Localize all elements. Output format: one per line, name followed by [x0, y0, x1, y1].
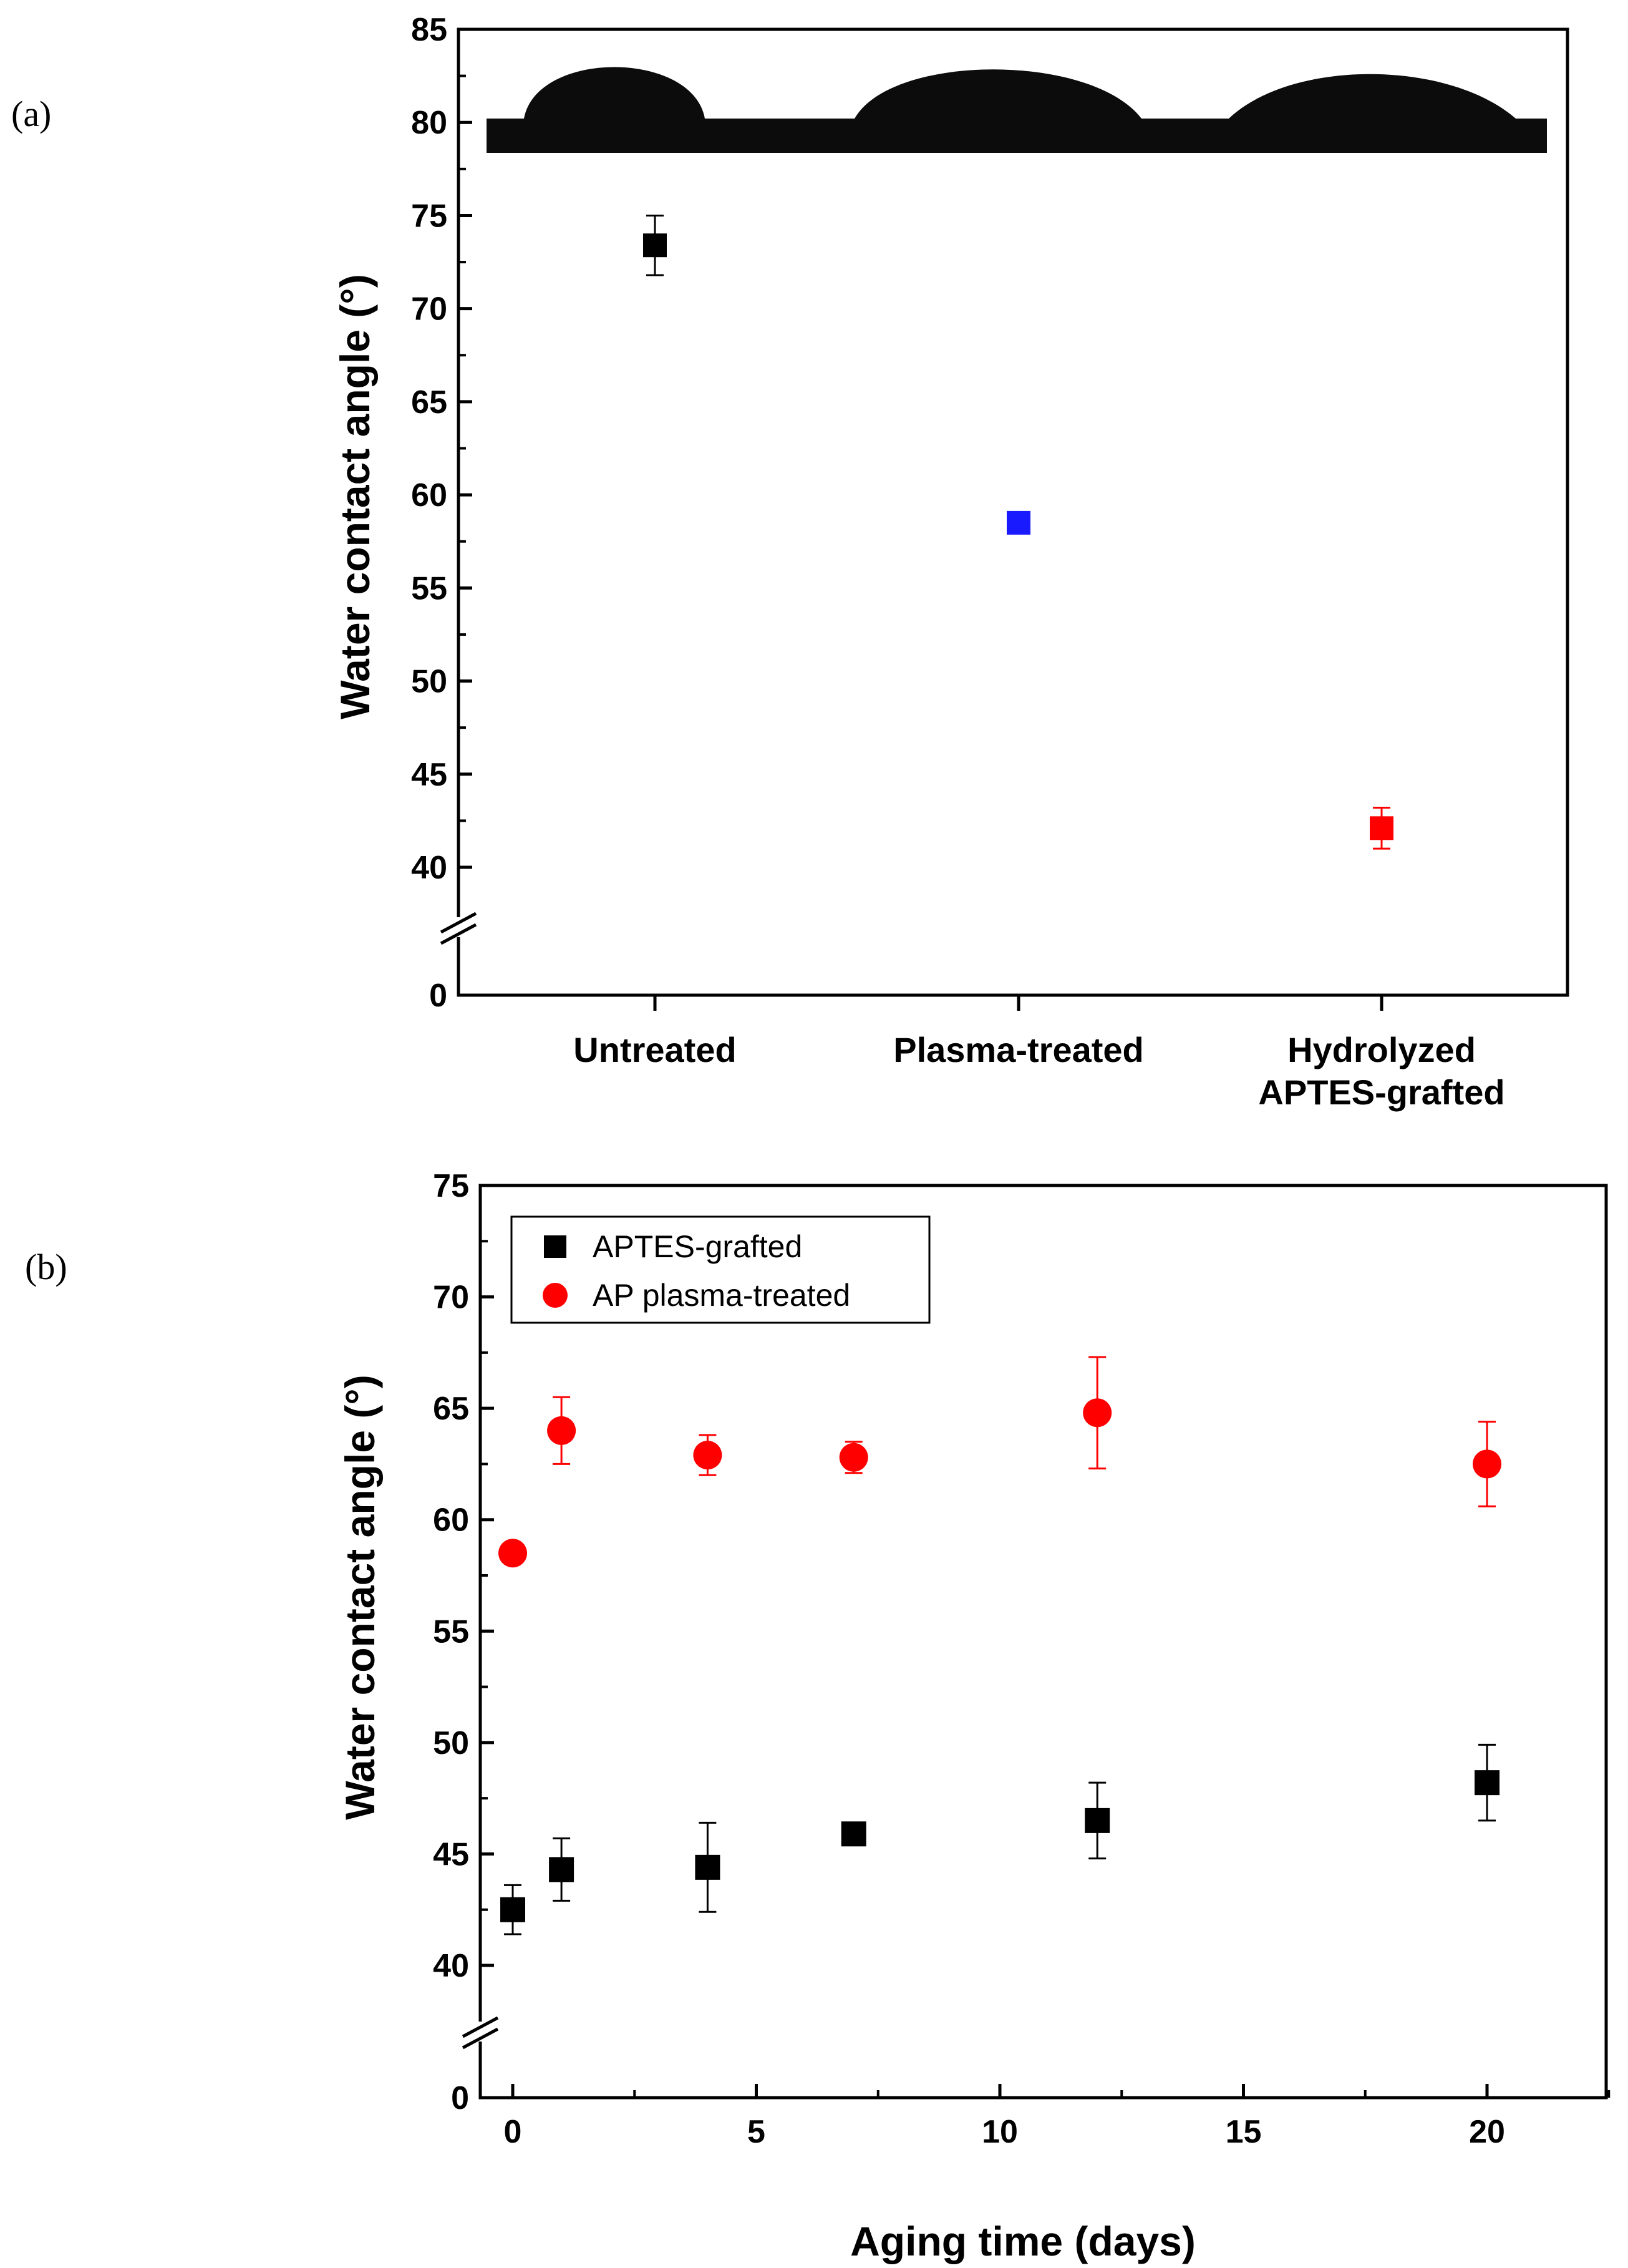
data-point-b — [1475, 1743, 1500, 1822]
x-category-label-a: APTES-grafted — [1258, 1073, 1504, 1112]
legend-label: APTES-grafted — [593, 1229, 802, 1264]
y-tick-label-a: 40 — [411, 850, 447, 886]
y-tick-label-b: 55 — [433, 1613, 469, 1650]
square-marker — [1085, 1808, 1110, 1833]
square-marker — [549, 1857, 574, 1882]
legend-square-marker — [544, 1235, 566, 1258]
droplet-photo — [1179, 47, 1547, 153]
data-point-a — [1370, 806, 1393, 850]
y-tick-label-b: 50 — [433, 1725, 469, 1761]
y-tick-label-a: 75 — [411, 198, 447, 234]
y-tick-label-a: 55 — [411, 570, 447, 606]
y-tick-label-b: 45 — [433, 1836, 469, 1872]
x-tick-label-b: 20 — [1469, 2114, 1505, 2150]
data-point-b — [498, 1539, 527, 1568]
axis-break-mark-b — [462, 2027, 499, 2050]
droplet-shape — [1229, 74, 1516, 119]
square-marker — [695, 1854, 720, 1880]
droplet-photo — [487, 47, 855, 153]
plot-frame-b — [478, 1184, 1608, 2100]
data-point-a — [643, 214, 667, 276]
series-circle — [498, 1356, 1501, 1568]
y-tick-label-b: 40 — [433, 1948, 469, 1984]
x-tick-label-b: 0 — [504, 2114, 522, 2150]
y-tick-label-a: 60 — [411, 477, 447, 513]
panel-label-a: (a) — [11, 94, 51, 134]
square-marker — [1370, 816, 1393, 840]
square-marker — [643, 233, 667, 258]
x-category-label-a: Plasma-treated — [893, 1030, 1144, 1069]
square-marker — [500, 1897, 525, 1922]
y-tick-label-b: 65 — [433, 1391, 469, 1427]
x-tick-label-b: 10 — [982, 2114, 1018, 2150]
legend-label: AP plasma-treated — [593, 1278, 850, 1313]
data-point-b — [839, 1441, 868, 1474]
circle-marker — [839, 1443, 868, 1472]
x-tick-label-b: 15 — [1226, 2114, 1262, 2150]
data-point-b — [693, 1434, 722, 1476]
panel-label-b: (b) — [25, 1247, 67, 1287]
marks-a — [643, 214, 1393, 850]
droplet-substrate — [487, 119, 855, 153]
droplet-substrate — [830, 119, 1198, 153]
chart-panel-a: 0 40 45 50 55 60 65 70 75 80 85 Untreated Plasma-tre… — [332, 12, 1569, 1112]
y-axis-title-b: Water contact angle (°) — [337, 1375, 383, 1819]
y-tick-label-b: 70 — [433, 1280, 469, 1316]
y-tick-label-b: 60 — [433, 1502, 469, 1539]
data-point-b — [500, 1884, 525, 1935]
y-tick-label-a: 80 — [411, 105, 447, 141]
y-axis-title-a: Water contact angle (°) — [332, 274, 378, 719]
x-axis-title-b: Aging time (days) — [850, 2218, 1196, 2264]
plot-frame-a — [457, 27, 1569, 997]
droplet-substrate — [1179, 119, 1547, 153]
circle-marker — [1473, 1449, 1501, 1479]
droplet-photo — [830, 47, 1198, 153]
legend-b: APTES-grafted AP plasma-treated — [510, 1215, 931, 1324]
data-point-b — [1473, 1421, 1501, 1507]
data-point-a — [1007, 510, 1030, 535]
data-point-b — [1083, 1356, 1112, 1470]
droplet-shape — [855, 69, 1141, 119]
data-point-b — [549, 1837, 574, 1902]
legend-circle-marker — [543, 1283, 568, 1308]
droplet-photos — [487, 47, 1547, 153]
y-tick-label-a: 50 — [411, 664, 447, 700]
axes-b: 0 40 45 50 55 60 65 70 75 0 5 10 15 20 — [433, 1168, 1611, 2150]
data-point-b — [547, 1396, 576, 1465]
data-point-b — [841, 1821, 866, 1847]
circle-marker — [693, 1441, 722, 1470]
x-category-label-a: Hydrolyzed — [1287, 1030, 1476, 1069]
series-square — [500, 1743, 1500, 1935]
y-tick-label-a: 45 — [411, 757, 447, 793]
square-marker — [1007, 510, 1030, 535]
droplet-shape — [524, 67, 705, 119]
legend-box — [510, 1215, 931, 1324]
y-tick-label-a: 65 — [411, 384, 447, 421]
y-tick-label-a: 85 — [411, 12, 447, 48]
y-tick-label-a: 70 — [411, 291, 447, 328]
y-tick-label-b: 75 — [433, 1168, 469, 1204]
marks-b — [498, 1356, 1501, 1935]
y-tick-label-a: 0 — [429, 978, 447, 1014]
x-category-label-a: Untreated — [573, 1030, 736, 1069]
axes-a: 0 40 45 50 55 60 65 70 75 80 85 Untreated Plasma-tre… — [411, 12, 1504, 1112]
circle-marker — [498, 1539, 527, 1568]
axis-break-mark-a — [440, 912, 477, 934]
x-tick-label-b: 5 — [747, 2114, 765, 2150]
circle-marker — [547, 1416, 576, 1445]
circle-marker — [1083, 1398, 1112, 1428]
axis-break-mark-b — [462, 2016, 499, 2038]
square-marker — [1475, 1770, 1500, 1796]
y-tick-label-b: 0 — [451, 2080, 469, 2116]
data-point-b — [1085, 1781, 1110, 1860]
square-marker — [841, 1821, 866, 1847]
data-point-b — [695, 1821, 720, 1913]
axis-break-mark-a — [440, 923, 477, 945]
